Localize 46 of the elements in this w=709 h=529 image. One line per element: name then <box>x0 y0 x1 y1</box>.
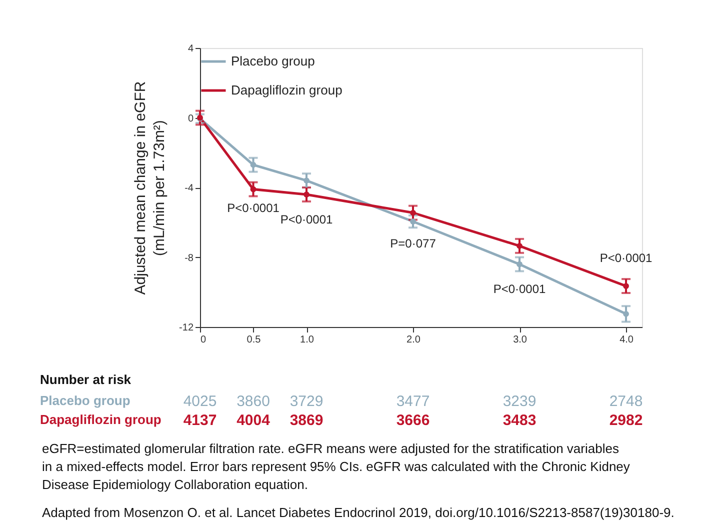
point <box>410 218 416 224</box>
y-tick-label: -12 <box>179 322 194 334</box>
x-tick-label: 2.0 <box>406 334 421 346</box>
text: Placebo group <box>40 393 130 408</box>
text: 4025 <box>183 393 217 410</box>
legend-label: Placebo group <box>231 54 315 68</box>
text: Number at risk <box>40 372 132 387</box>
text: 3666 <box>396 412 430 429</box>
text: Dapagliflozin group <box>40 412 162 427</box>
text: 3729 <box>290 393 324 410</box>
text: 2748 <box>609 393 643 410</box>
text: 3239 <box>502 393 536 410</box>
annotation: P<0·0001 <box>493 282 546 296</box>
y-tick-label: -8 <box>184 252 194 264</box>
text: 3860 <box>236 393 270 410</box>
x-tick-label: 0 <box>200 334 206 346</box>
point <box>623 310 629 317</box>
text: 4004 <box>236 412 271 429</box>
x-tick-label: 4.0 <box>620 334 634 346</box>
point <box>304 178 310 184</box>
y-tick-label: 0 <box>188 113 194 124</box>
text: eGFR=estimated glomerular filtration rate. eGFR means were adjusted for the stratification variables in a mixed-effects model. Error bars represent 95% CIs. eGFR was calculated with the Chronic Kidney Disease Epidemiology Collaboration equation. <box>42 441 630 492</box>
y-tick-label: -4 <box>184 183 194 194</box>
point <box>516 242 522 249</box>
annotation: P<0·0001 <box>227 201 280 216</box>
annotation: P<0·0001 <box>280 212 334 226</box>
point <box>516 261 522 268</box>
text: 4137 <box>183 412 217 429</box>
point <box>304 192 310 198</box>
text: Adapted from Mosenzon O. et al. Lancet Diabetes Endocrinol 2019, doi.org/10.1016/S2213-8587(19)30180-9. <box>42 505 674 520</box>
point <box>250 162 256 168</box>
x-tick-label: 3.0 <box>513 334 528 346</box>
y-axis-title: Adjusted mean change in eGFR (mL/min per 1.73m²) <box>132 81 168 295</box>
legend-label: Dapagliflozin group <box>231 82 342 98</box>
annotation: P=0·077 <box>390 236 436 251</box>
annotation: P<0·0001 <box>600 251 653 266</box>
text: 2982 <box>609 412 643 429</box>
x-tick-label: 0.5 <box>246 334 262 346</box>
y-tick-label: 4 <box>188 44 194 54</box>
text: 3483 <box>502 412 536 429</box>
text: 3869 <box>290 412 324 429</box>
point <box>623 283 629 289</box>
x-tick-label: 1.0 <box>300 334 314 346</box>
point <box>410 210 416 216</box>
point <box>250 186 256 192</box>
text: 3477 <box>396 393 430 410</box>
